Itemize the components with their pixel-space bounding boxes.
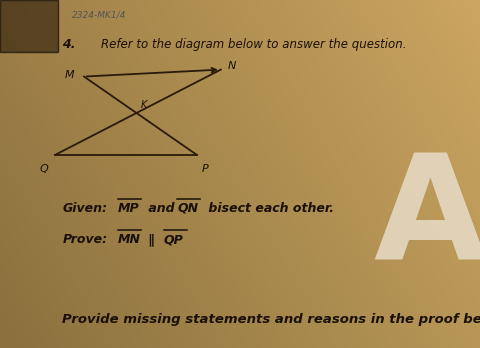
Text: Provide missing statements and reasons in the proof bel: Provide missing statements and reasons i… bbox=[62, 313, 480, 326]
Text: M: M bbox=[65, 70, 74, 80]
Text: Prove:: Prove: bbox=[62, 233, 108, 246]
Text: MN: MN bbox=[118, 233, 141, 246]
Text: MP: MP bbox=[118, 202, 139, 215]
Text: Given:: Given: bbox=[62, 202, 108, 215]
Text: bisect each other.: bisect each other. bbox=[204, 202, 334, 215]
Text: and: and bbox=[144, 202, 180, 215]
Text: A: A bbox=[373, 149, 480, 290]
Text: Q: Q bbox=[39, 164, 48, 174]
Text: N: N bbox=[228, 61, 236, 71]
FancyBboxPatch shape bbox=[0, 0, 58, 52]
Text: ∥: ∥ bbox=[144, 233, 159, 246]
Text: 4.: 4. bbox=[62, 38, 76, 51]
Text: P: P bbox=[202, 164, 208, 174]
Text: QN: QN bbox=[177, 202, 198, 215]
Text: QP: QP bbox=[164, 233, 183, 246]
Text: 2324-MK1/4: 2324-MK1/4 bbox=[72, 10, 126, 19]
Text: K: K bbox=[141, 100, 147, 110]
Text: Refer to the diagram below to answer the question.: Refer to the diagram below to answer the… bbox=[101, 38, 406, 51]
